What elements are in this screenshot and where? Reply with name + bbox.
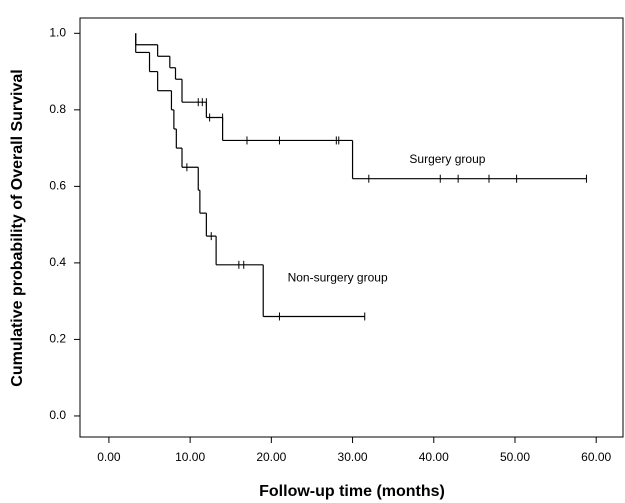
y-tick-label: 0.8 [49,102,66,116]
plot-frame [79,17,624,438]
y-tick-label: 1.0 [49,25,66,39]
series-label: Non-surgery group [288,270,388,284]
x-tick-label: 50.00 [500,450,530,464]
y-axis-title: Cumulative probability of Overall Surviv… [9,69,26,386]
series-label: Surgery group [409,152,485,166]
x-tick-label: 0.00 [97,450,121,464]
y-tick-label: 0.2 [49,332,66,346]
y-tick-label: 0.6 [49,179,66,193]
y-tick-label: 0.4 [49,255,66,269]
x-tick-label: 20.00 [256,450,286,464]
x-tick-label: 30.00 [338,450,368,464]
y-tick-label: 0.0 [49,408,66,422]
x-tick-label: 10.00 [175,450,205,464]
x-tick-label: 60.00 [581,450,611,464]
x-axis-title: Follow-up time (months) [259,483,445,500]
x-tick-label: 40.00 [419,450,449,464]
